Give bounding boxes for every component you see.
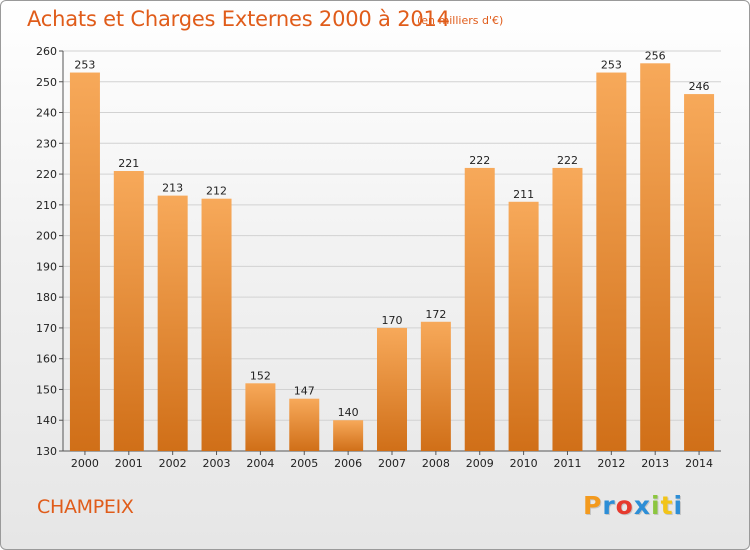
bar	[377, 327, 407, 451]
data-label: 211	[513, 188, 534, 201]
x-tick-label: 2009	[466, 457, 494, 470]
logo-letter: o	[615, 491, 634, 520]
bar	[289, 398, 320, 451]
data-label: 222	[557, 154, 578, 167]
logo-letter: x	[633, 491, 651, 520]
bar	[508, 201, 539, 451]
x-tick-label: 2000	[71, 457, 99, 470]
x-tick-label: 2006	[334, 457, 362, 470]
y-tick-label: 200	[36, 230, 57, 243]
y-tick-label: 130	[36, 445, 57, 458]
data-label: 213	[162, 182, 183, 195]
x-tick-label: 2011	[553, 457, 581, 470]
y-tick-label: 170	[36, 322, 57, 335]
bar	[684, 94, 715, 452]
data-label: 253	[74, 59, 95, 72]
x-tick-label: 2013	[641, 457, 669, 470]
logo-letter: r	[602, 491, 616, 520]
data-label: 222	[469, 154, 490, 167]
bar	[640, 63, 671, 452]
x-tick-label: 2014	[685, 457, 713, 470]
bar	[157, 195, 188, 451]
bar	[245, 383, 276, 451]
x-tick-label: 2008	[422, 457, 450, 470]
bar	[596, 72, 627, 452]
bars	[69, 63, 715, 452]
bar	[201, 198, 232, 451]
chart-title: Achats et Charges Externes 2000 à 2014	[27, 7, 450, 31]
y-tick-label: 140	[36, 414, 57, 427]
y-tick-label: 220	[36, 168, 57, 181]
data-label: 246	[689, 80, 710, 93]
data-label: 140	[338, 406, 359, 419]
value-labels: 253 221 213 212 152 147 140 170 172 222 211 222 253 2…	[74, 49, 709, 419]
logo-letter: P	[583, 491, 603, 520]
data-label: 170	[382, 314, 403, 327]
x-tick-label: 2003	[203, 457, 231, 470]
data-label: 147	[294, 385, 315, 398]
x-tick-label: 2005	[290, 457, 318, 470]
bar	[552, 167, 583, 451]
y-tick-label: 190	[36, 260, 57, 273]
x-tick-label: 2012	[597, 457, 625, 470]
y-tick-label: 250	[36, 76, 57, 89]
proxiti-logo[interactable]: Proxiti	[583, 491, 683, 520]
y-tick-label: 160	[36, 353, 57, 366]
bar	[420, 321, 451, 451]
x-tick-label: 2007	[378, 457, 406, 470]
bar	[333, 420, 364, 451]
commune-name: CHAMPEIX	[37, 496, 134, 518]
bar	[113, 171, 144, 451]
x-tick-label: 2001	[115, 457, 143, 470]
y-tick-label: 180	[36, 291, 57, 304]
logo-letter: t	[660, 491, 674, 520]
y-tick-label: 210	[36, 199, 57, 212]
y-tick-label: 150	[36, 383, 57, 396]
x-tick-label: 2002	[159, 457, 187, 470]
y-tick-label: 260	[36, 45, 57, 58]
x-tick-label: 2004	[246, 457, 274, 470]
y-tick-label: 230	[36, 137, 57, 150]
bar	[464, 167, 495, 451]
bar	[69, 72, 100, 452]
data-label: 152	[250, 369, 271, 382]
y-tick-label: 240	[36, 107, 57, 120]
data-label: 221	[118, 157, 139, 170]
data-label: 212	[206, 185, 227, 198]
chart-subtitle: (en milliers d'€)	[417, 14, 504, 27]
logo-letter: i	[673, 491, 684, 520]
logo-letter: i	[651, 491, 661, 520]
data-label: 253	[601, 59, 622, 72]
data-label: 172	[425, 308, 446, 321]
x-tick-label: 2010	[510, 457, 538, 470]
data-label: 256	[645, 49, 666, 62]
